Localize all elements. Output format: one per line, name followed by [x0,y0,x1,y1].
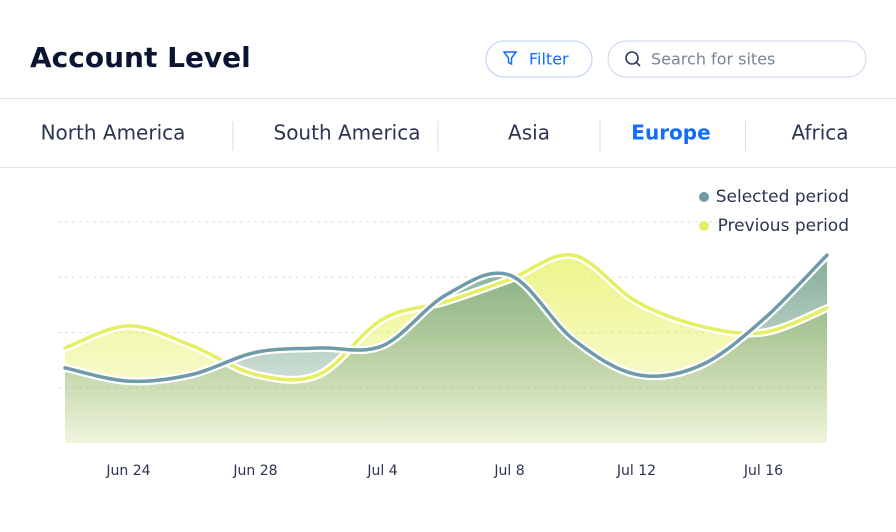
chart: Jun 24 Jun 28 Jul 4 Jul 8 Jul 12 Jul 16 Select… [58,187,849,479]
tab[interactable]: North America [41,121,186,145]
x-tick-label: Jun 24 [105,463,150,479]
legend-label: Previous period [718,216,849,236]
tab[interactable]: Europe [631,121,710,145]
tabs: North America South America Asia Europe Afri… [41,121,849,151]
search-placeholder: Search for sites [651,50,775,69]
line [63,253,829,382]
tab[interactable]: South America [274,121,421,145]
x-tick-label: Jun 28 [232,463,277,479]
x-tick-label: Jul 8 [493,463,524,479]
area [65,255,827,443]
x-tick-label: Jul 12 [616,463,656,479]
legend-label: Selected period [716,187,849,207]
line [63,253,829,384]
legend-swatch [699,192,709,202]
search-icon [625,51,639,65]
tab[interactable]: Asia [508,121,550,145]
filter-icon [502,51,518,66]
legend-swatch [699,221,709,231]
page-title: Account Level [30,41,251,74]
x-tick-label: Jul 4 [366,463,397,479]
search-box[interactable] [607,40,867,78]
x-tick-label: Jul 16 [743,463,783,479]
search-icon [635,61,641,67]
tab[interactable]: Africa [791,121,848,145]
filter-button[interactable] [485,40,593,78]
filter-label: Filter [529,50,569,69]
